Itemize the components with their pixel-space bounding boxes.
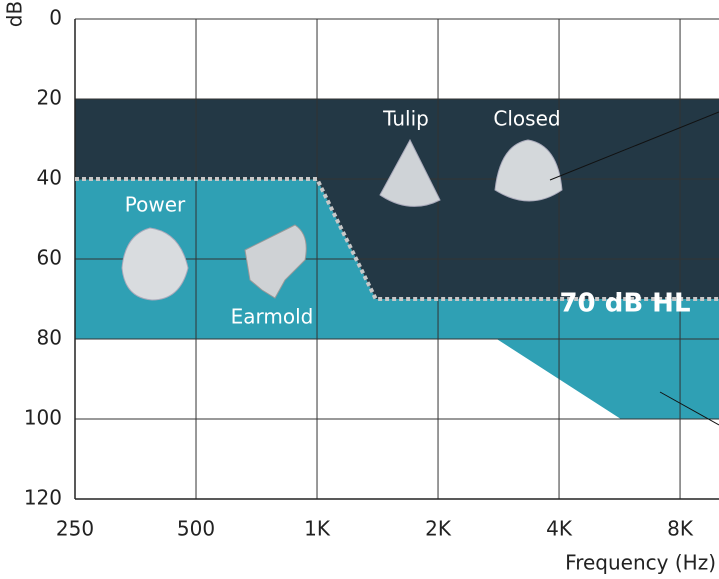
x-axis-label: Frequency (Hz) [565,551,716,575]
ear-tips [121,111,719,426]
closed-tip [494,139,563,202]
y-tick-label: 100 [24,406,62,430]
annotation: Power [125,193,186,217]
tulip-tip [379,138,441,207]
y-tick-label: 120 [24,486,62,510]
y-tick-label: 40 [37,166,62,190]
x-tick-label: 500 [177,517,215,541]
leader-line [549,111,719,181]
leader-line [659,391,719,426]
y-tick-label: 20 [37,86,62,110]
y-axis-label: dB [3,1,27,27]
y-tick-label: 60 [37,246,62,270]
annotation: Earmold [231,305,314,329]
boundary-line [75,177,719,301]
y-tick-label: 80 [37,326,62,350]
x-tick-label: 1K [304,517,331,541]
annotation: Closed [493,107,560,131]
x-tick-label: 8K [667,517,694,541]
annotation: Tulip [382,107,429,131]
y-tick-label: 0 [49,6,62,30]
annotation: 70 dB HL [559,289,690,319]
x-tick-label: 250 [56,517,94,541]
earmold-tip [244,224,307,299]
x-tick-label: 2K [425,517,452,541]
power-tip [121,227,189,301]
x-tick-label: 4K [546,517,573,541]
